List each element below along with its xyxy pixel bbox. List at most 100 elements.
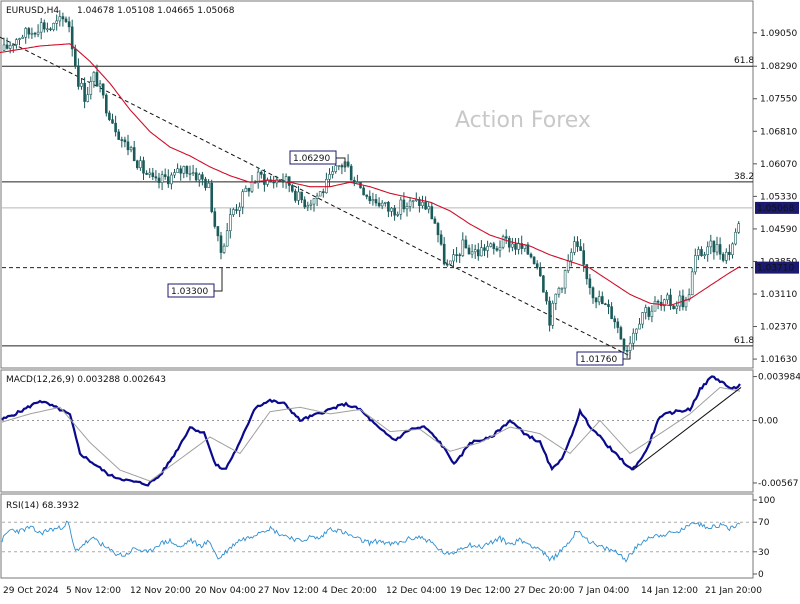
candle-body	[371, 199, 375, 202]
candle-body	[36, 31, 40, 35]
candle-body	[126, 141, 130, 151]
candle-body	[538, 266, 542, 277]
y-tick-label: 0	[758, 570, 764, 580]
candle-body	[241, 191, 244, 208]
candle-body	[8, 45, 12, 49]
candle-body	[42, 22, 46, 30]
y-tick-label: 1.08290	[760, 62, 797, 72]
candle-body	[700, 249, 703, 257]
candle-body	[61, 16, 65, 20]
callout-leader	[336, 157, 346, 169]
candle-body	[12, 44, 15, 46]
macd-plot: 0.003984 0.00 -0.00567	[1, 373, 800, 489]
candle-body	[517, 243, 520, 250]
candle-body	[650, 310, 654, 317]
candle-body	[244, 188, 248, 193]
candle-body	[424, 201, 427, 210]
candle-body	[411, 200, 415, 202]
candle-body	[532, 256, 536, 265]
candle-body	[70, 26, 74, 50]
candle-body	[235, 209, 238, 211]
x-tick-label: 7 Jan 04:00	[578, 586, 630, 596]
candle-body	[399, 199, 403, 215]
candle-body	[619, 327, 623, 340]
watermark: Action Forex	[455, 108, 591, 133]
candle-body	[225, 230, 229, 247]
candle-body	[604, 303, 607, 306]
candle-body	[321, 191, 325, 194]
candle-body	[495, 248, 499, 251]
y-tick-label: 100	[758, 496, 775, 506]
price-tag-label: 1.05068	[757, 204, 794, 214]
candle-body	[442, 243, 446, 265]
candle-body	[526, 244, 530, 255]
candle-body	[111, 119, 114, 124]
candle-body	[703, 254, 706, 257]
callout-leader	[214, 267, 223, 292]
candle-body	[201, 174, 204, 180]
y-tick-label: 1.09050	[760, 29, 797, 39]
candle-body	[216, 226, 220, 237]
candle-body	[287, 176, 291, 186]
candle-body	[693, 255, 697, 273]
candle-body	[86, 94, 89, 102]
candle-body	[55, 20, 59, 24]
y-tick-label: 1.07550	[760, 95, 797, 105]
price-tag	[755, 201, 799, 214]
candle-body	[259, 171, 263, 175]
candle-body	[560, 287, 564, 290]
candle-body	[2, 44, 6, 51]
ohlc-readout: 1.04678 1.05108 1.04665 1.05068	[77, 6, 235, 16]
candle-body	[625, 350, 629, 352]
candle-body	[635, 328, 638, 334]
signal-line	[1, 386, 741, 482]
x-tick-label: 21 Jan 20:00	[705, 586, 762, 596]
candle-body	[576, 241, 579, 247]
candle-body	[139, 160, 142, 169]
candle-body	[557, 288, 561, 295]
x-axis: 29 Oct 2024 5 Nov 12:00 12 Nov 20:00 20 …	[3, 586, 762, 596]
candle-body	[142, 160, 145, 174]
candle-body	[300, 191, 303, 201]
y-tick-label: 70	[758, 518, 770, 528]
candle-body	[569, 252, 573, 262]
candle-body	[232, 209, 235, 215]
candle-body	[433, 218, 437, 224]
candle-body	[368, 196, 372, 202]
candle-body	[408, 200, 412, 207]
candle-body	[210, 182, 213, 212]
candle-body	[64, 18, 68, 22]
candle-body	[222, 245, 226, 253]
candle-body	[294, 190, 297, 201]
y-tick-label: 1.04590	[760, 225, 797, 235]
candle-body	[250, 181, 254, 192]
candle-body	[731, 243, 734, 256]
candle-body	[114, 122, 117, 133]
x-tick-label: 20 Nov 04:00	[195, 586, 256, 596]
moving-average-line	[0, 43, 741, 306]
candle-body	[405, 206, 409, 210]
x-tick-label: 27 Dec 20:00	[514, 586, 575, 596]
candle-body	[306, 205, 310, 208]
candle-body	[356, 181, 359, 184]
candle-body	[315, 195, 319, 199]
candle-body	[120, 139, 124, 141]
candle-body	[182, 166, 186, 174]
candle-body	[563, 270, 567, 289]
candle-body	[464, 239, 468, 249]
candle-body	[427, 206, 431, 210]
candle-body	[98, 83, 102, 87]
candle-body	[678, 295, 682, 307]
y-tick-label: 1.03110	[760, 290, 797, 300]
candle-body	[89, 81, 93, 95]
candle-body	[638, 323, 641, 330]
y-tick-label: 1.06810	[760, 127, 797, 137]
candle-body	[380, 202, 384, 207]
candle-body	[157, 177, 161, 183]
candle-body	[436, 223, 440, 236]
candle-body	[597, 296, 601, 303]
candle-body	[690, 271, 694, 296]
candle-body	[83, 82, 86, 102]
macd-line	[1, 375, 741, 487]
candle-body	[498, 246, 502, 251]
